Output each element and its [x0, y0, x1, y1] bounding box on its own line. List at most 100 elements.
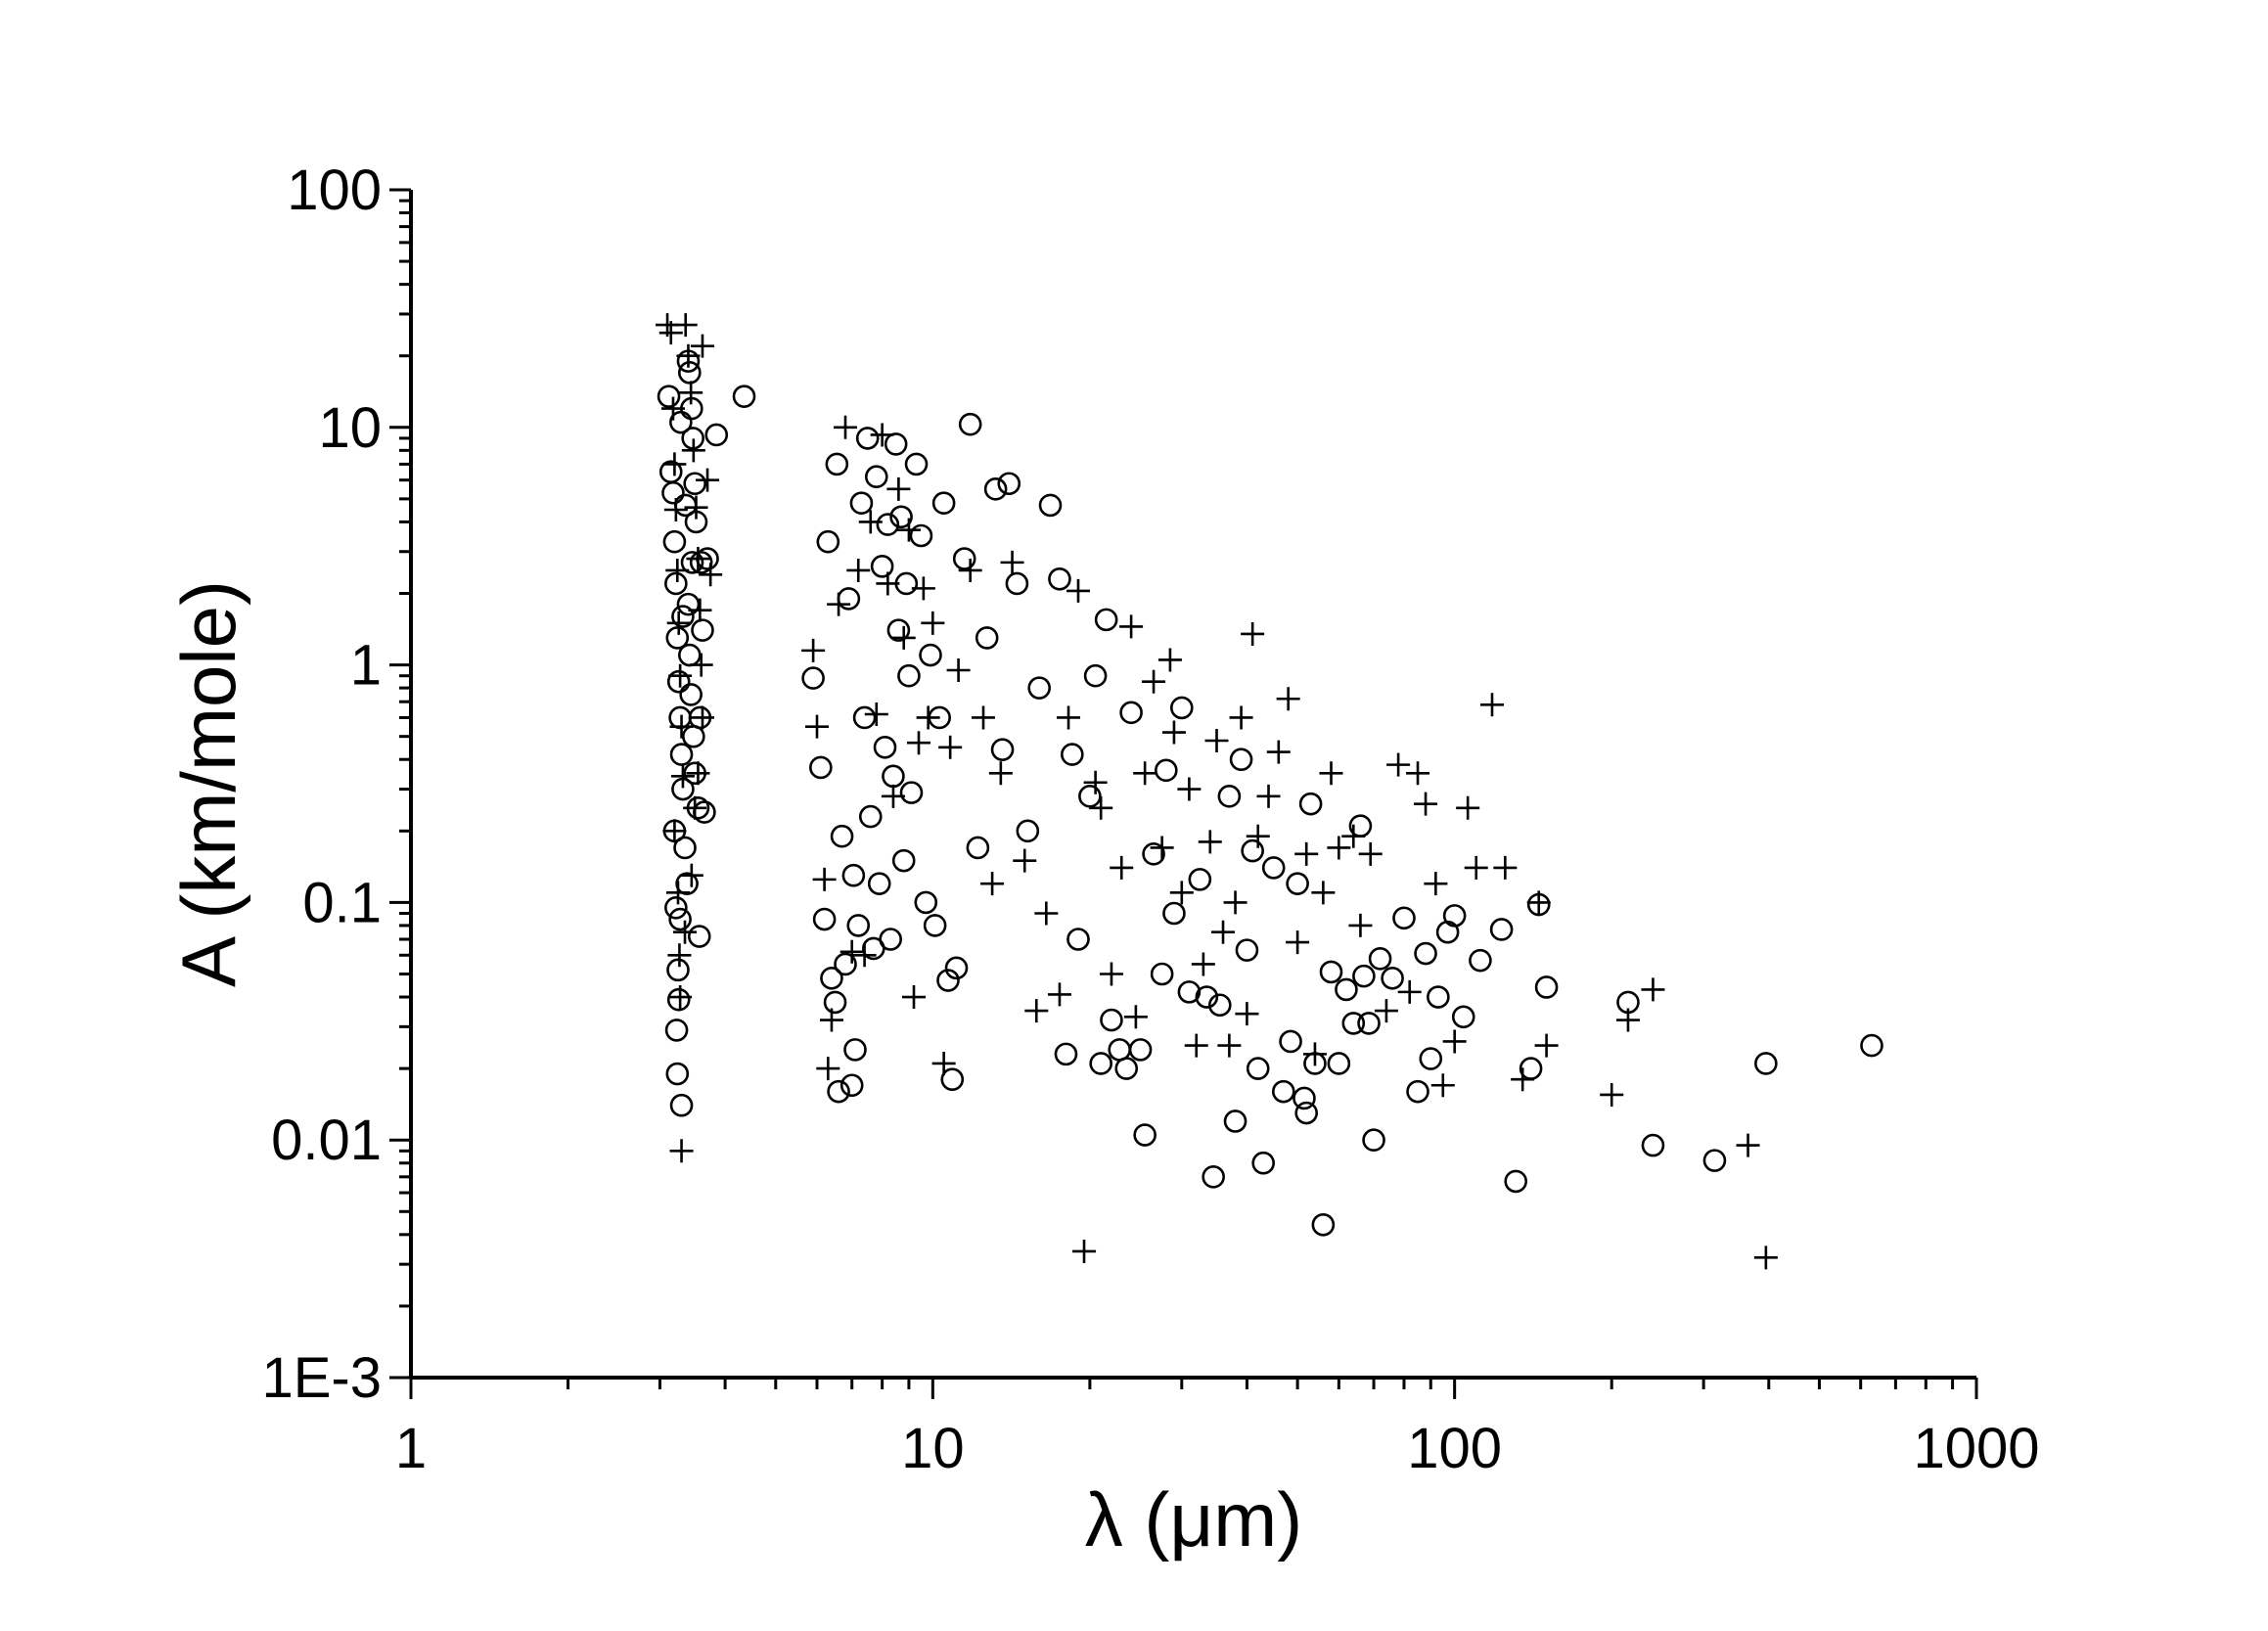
circle-marker — [662, 529, 687, 554]
plus-marker — [972, 705, 996, 730]
plus-marker — [679, 381, 703, 405]
circle-marker — [676, 592, 701, 616]
x-tick-label: 100 — [1407, 1417, 1502, 1480]
circle-marker — [1469, 948, 1492, 973]
plus-marker — [1327, 836, 1351, 860]
circle-marker — [841, 863, 866, 887]
plus-marker — [1442, 1029, 1467, 1054]
plus-marker — [665, 558, 690, 582]
plus-marker — [1641, 977, 1665, 1002]
circle-marker — [834, 952, 857, 976]
circle-marker — [704, 423, 729, 447]
circle-marker — [820, 966, 843, 990]
plus-marker — [666, 881, 691, 905]
circle-marker — [1414, 941, 1437, 966]
circle-marker — [693, 800, 716, 824]
circle-marker — [669, 743, 694, 766]
plus-marker — [907, 731, 931, 755]
circle-marker — [891, 848, 916, 873]
x-tick-label: 1000 — [1913, 1417, 2039, 1480]
circle-marker — [680, 551, 704, 574]
plus-marker — [1414, 792, 1438, 816]
plus-marker — [1191, 952, 1215, 976]
circle-marker — [665, 1062, 690, 1086]
plus-marker — [1157, 648, 1182, 672]
plus-marker — [1066, 578, 1090, 603]
plus-marker — [663, 498, 688, 521]
plus-marker — [902, 985, 927, 1010]
plus-marker — [1294, 841, 1319, 866]
circle-marker — [849, 491, 874, 515]
plus-marker — [1397, 979, 1422, 1004]
plus-marker — [1142, 669, 1166, 694]
circle-marker — [823, 990, 847, 1015]
circle-marker — [1177, 980, 1202, 1004]
circle-marker — [886, 618, 911, 642]
plus-marker — [1266, 740, 1291, 764]
plus-marker — [1276, 687, 1300, 711]
circle-marker — [664, 1019, 689, 1042]
circle-marker — [1108, 1038, 1132, 1062]
y-tick-label: 10 — [318, 396, 382, 460]
plus-marker — [1341, 824, 1366, 848]
plus-marker — [696, 468, 720, 492]
circle-marker — [1048, 566, 1071, 591]
circle-marker — [665, 626, 690, 650]
circle-marker — [1419, 1047, 1443, 1070]
circle-marker — [1027, 676, 1051, 700]
plus-marker — [1177, 777, 1202, 801]
circle-marker — [997, 472, 1021, 496]
circle-marker — [852, 705, 877, 730]
plus-marker — [689, 653, 713, 677]
circle-marker — [876, 513, 900, 536]
circle-marker — [682, 724, 705, 748]
circle-marker — [914, 890, 938, 915]
plus-marker — [1000, 550, 1024, 574]
circle-marker — [827, 1079, 850, 1104]
circle-marker — [904, 452, 929, 476]
plus-marker — [1430, 1073, 1455, 1098]
plus-marker — [1024, 999, 1049, 1023]
plus-marker — [684, 495, 708, 520]
circle-marker — [1100, 1008, 1123, 1032]
plus-marker — [668, 663, 693, 688]
circle-marker — [1319, 960, 1343, 984]
plus-marker — [988, 761, 1013, 786]
circle-marker — [683, 472, 706, 496]
circle-marker — [1094, 608, 1118, 632]
circle-marker — [732, 385, 756, 408]
plus-marker — [1456, 795, 1480, 820]
plus-marker — [886, 476, 911, 501]
y-tick-label: 0.01 — [271, 1109, 382, 1172]
circle-marker — [675, 872, 699, 895]
plus-marker — [686, 547, 710, 571]
circle-marker — [1451, 1005, 1475, 1029]
circle-marker — [1352, 964, 1376, 988]
plus-marker — [1424, 872, 1448, 896]
plus-marker — [921, 611, 945, 635]
y-tick-label: 100 — [287, 159, 382, 222]
plus-marker — [1493, 855, 1518, 880]
circle-marker — [664, 571, 688, 596]
circle-marker — [1534, 975, 1559, 999]
circle-marker — [664, 896, 688, 920]
plus-marker — [676, 343, 701, 368]
plus-marker — [686, 761, 710, 786]
plus-marker — [911, 576, 935, 601]
circle-marker — [668, 705, 692, 730]
plus-marker — [690, 334, 714, 358]
plus-marker — [1534, 1033, 1559, 1058]
circle-marker — [669, 410, 693, 434]
plus-marker — [1246, 824, 1270, 848]
plus-marker — [805, 714, 830, 739]
circle-marker — [687, 925, 711, 948]
plus-marker — [1302, 1042, 1327, 1066]
plus-marker — [668, 985, 693, 1010]
plus-marker — [1099, 962, 1123, 986]
plus-marker — [1133, 761, 1157, 786]
circle-marker — [1860, 1033, 1883, 1058]
plus-marker — [699, 563, 723, 587]
plus-marker — [881, 784, 905, 808]
circle-marker — [678, 643, 702, 667]
